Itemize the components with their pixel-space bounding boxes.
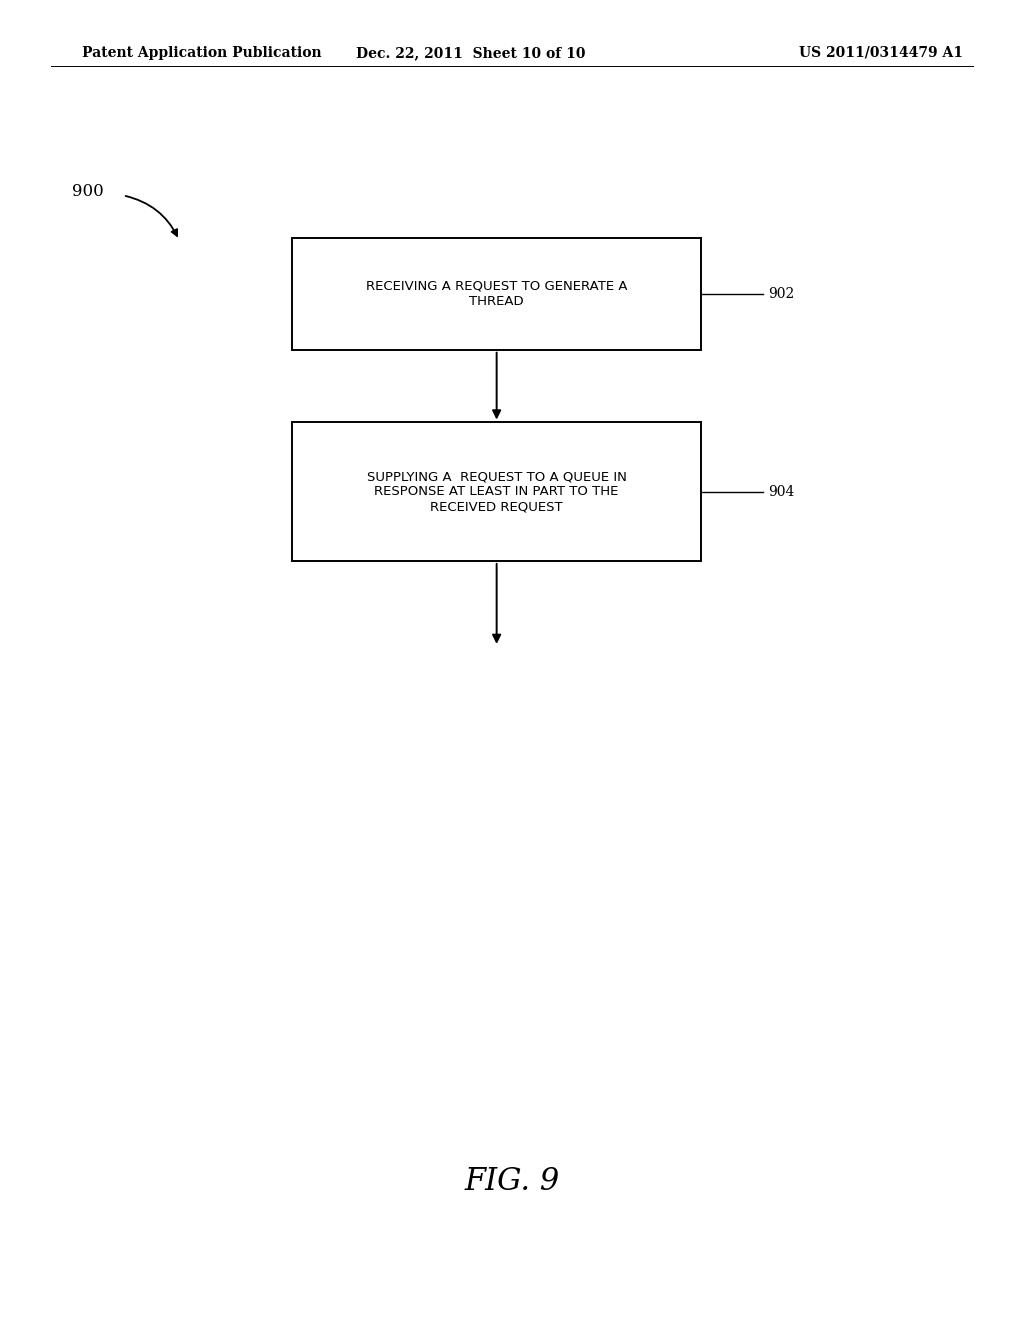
Text: FIG. 9: FIG. 9 xyxy=(464,1166,560,1197)
Point xyxy=(757,484,769,500)
Text: Patent Application Publication: Patent Application Publication xyxy=(82,46,322,59)
Text: 904: 904 xyxy=(768,484,795,499)
Point xyxy=(757,286,769,302)
Point xyxy=(695,286,708,302)
FancyBboxPatch shape xyxy=(292,422,701,561)
Text: RECEIVING A REQUEST TO GENERATE A
THREAD: RECEIVING A REQUEST TO GENERATE A THREAD xyxy=(366,280,628,308)
Text: 902: 902 xyxy=(768,286,795,301)
FancyBboxPatch shape xyxy=(292,238,701,350)
Text: SUPPLYING A  REQUEST TO A QUEUE IN
RESPONSE AT LEAST IN PART TO THE
RECEIVED REQ: SUPPLYING A REQUEST TO A QUEUE IN RESPON… xyxy=(367,470,627,513)
Text: US 2011/0314479 A1: US 2011/0314479 A1 xyxy=(799,46,963,59)
Text: Dec. 22, 2011  Sheet 10 of 10: Dec. 22, 2011 Sheet 10 of 10 xyxy=(356,46,586,59)
Point xyxy=(695,484,708,500)
Text: 900: 900 xyxy=(72,183,103,199)
